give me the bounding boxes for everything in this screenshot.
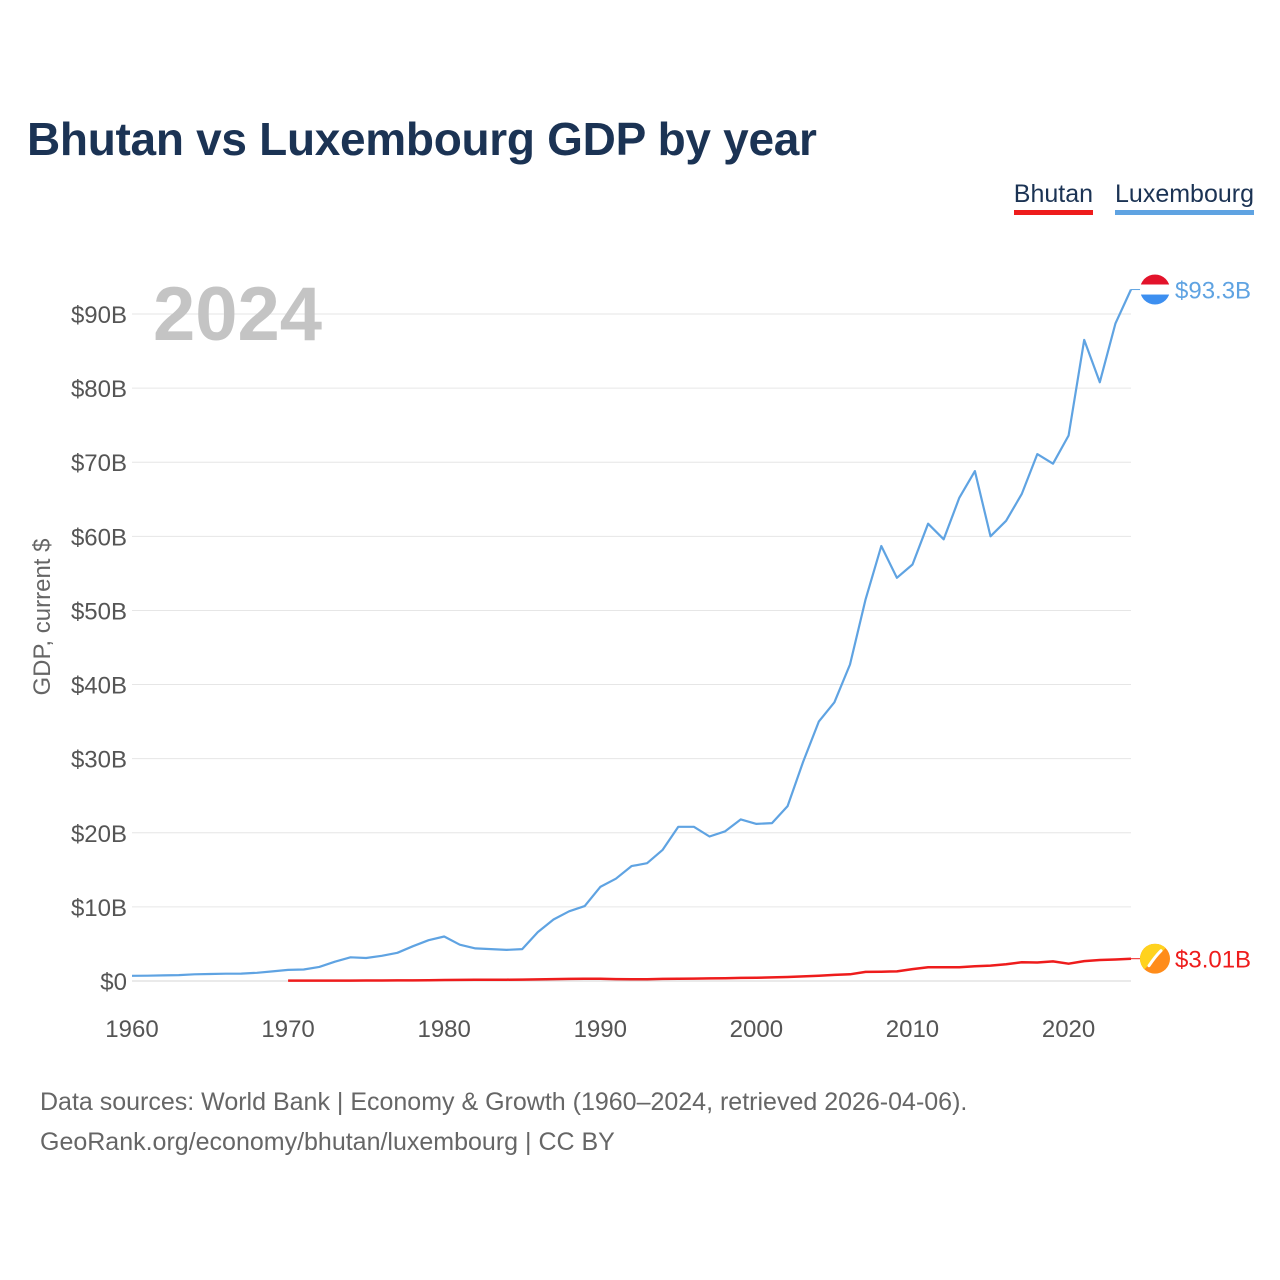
series-end-markers: $3.01B $93.3B [1131,274,1251,974]
legend-item-bhutan[interactable]: Bhutan [1013,180,1094,215]
y-tick-label: $60B [71,524,127,551]
y-tick-label: $20B [71,821,127,848]
legend-item-luxembourg[interactable]: Luxembourg [1115,180,1254,215]
x-tick-label: 1960 [105,1016,158,1043]
y-tick-label: $10B [71,895,127,922]
year-watermark: 2024 [153,272,322,357]
series-line-bhutan [288,957,1132,982]
end-value-label-bhutan: $3.01B [1175,947,1251,974]
end-value-label-luxembourg: $93.3B [1175,278,1251,305]
y-tick-label: $70B [71,450,127,477]
chart-legend: Bhutan Luxembourg [1013,180,1254,215]
y-tick-label: $40B [71,673,127,700]
y-tick-label: $0 [100,969,127,996]
y-tick-label: $30B [71,747,127,774]
series-line-luxembourg [131,289,1133,977]
y-axis-label: GDP, current $ [29,539,56,696]
x-tick-label: 2010 [886,1016,939,1043]
chart-title: Bhutan vs Luxembourg GDP by year [27,113,817,165]
x-tick-label: 2020 [1042,1016,1095,1043]
grid-lines [132,313,1131,982]
chart-footer: Data sources: World Bank | Economy & Gro… [40,1082,967,1162]
luxembourg-flag-icon [1140,274,1170,305]
data-sources-text: Data sources: World Bank | Economy & Gro… [40,1088,968,1116]
x-axis-ticks: 1960 1970 1980 1990 2000 2010 2020 [105,1016,1095,1043]
x-tick-label: 1970 [261,1016,314,1043]
series-lines [131,289,1133,982]
y-tick-label: $50B [71,598,127,625]
x-tick-label: 1990 [574,1016,627,1043]
y-tick-label: $90B [71,302,127,329]
bhutan-flag-icon [1140,943,1170,974]
x-tick-label: 1980 [417,1016,470,1043]
credit-text: GeoRank.org/economy/bhutan/luxembourg | … [40,1128,615,1156]
y-tick-label: $80B [71,376,127,403]
x-tick-label: 2000 [730,1016,783,1043]
y-axis-ticks: $0 $10B $20B $30B $40B $50B $60B $70B $80B $90B [71,302,127,996]
